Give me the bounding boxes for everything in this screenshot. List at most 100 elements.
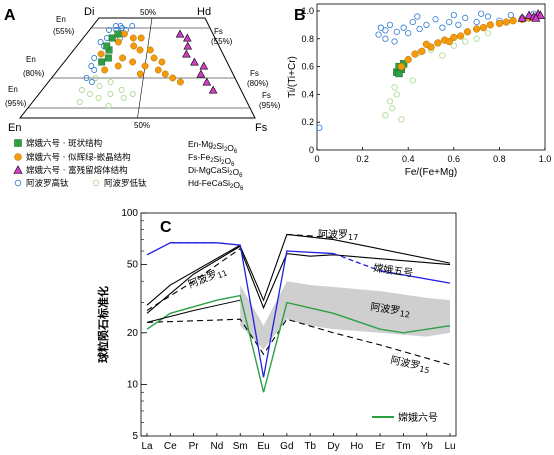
panel-c-frame bbox=[140, 212, 457, 437]
panel-b-point bbox=[423, 21, 430, 28]
ree-tick-label: Nd bbox=[211, 441, 224, 452]
ree-tick-label: Dy bbox=[327, 441, 339, 452]
panel-b-point bbox=[400, 24, 407, 31]
ree-tick-label: Sm bbox=[233, 441, 248, 452]
ternary-point bbox=[95, 95, 102, 101]
ternary-point bbox=[141, 62, 149, 70]
line-ce6 bbox=[146, 294, 451, 393]
x-tick-label: 0.2 bbox=[356, 154, 369, 164]
panel-b-axes: 00 0.2 0.2 0.4 0.4 0.6 0.6 0.8 0.8 1.0 1.0 Fe/(Fe+M… bbox=[287, 3, 552, 178]
formula-label: Di-MgCaSi2O6 bbox=[188, 165, 243, 179]
label-apollo11: 阿波罗11 bbox=[186, 264, 229, 292]
x-tick-label: 0.6 bbox=[448, 154, 461, 164]
right-label-pct-2: (95%) bbox=[259, 101, 281, 110]
ternary-point bbox=[202, 77, 212, 86]
ternary-points bbox=[76, 23, 218, 109]
y-tick-label: 0 bbox=[309, 145, 314, 155]
ternary-point bbox=[129, 23, 136, 29]
right-label-2: Fs bbox=[262, 91, 271, 100]
legend-marker bbox=[14, 139, 22, 147]
ternary-point bbox=[112, 23, 119, 29]
panel-c-axes: La Ce Pr Nd Sm Eu Gd Tb Dy Ho Er Tm Yb Lu 5 10 20 50 100 球粒… bbox=[96, 208, 457, 452]
ternary-point bbox=[169, 74, 177, 82]
y-tick-label: 0.8 bbox=[301, 34, 314, 44]
y-tick-label: 10 bbox=[127, 379, 139, 390]
ternary-point bbox=[107, 79, 114, 85]
panel-b-point bbox=[439, 24, 446, 31]
ternary-point bbox=[208, 85, 218, 94]
ree-tick-label: Tm bbox=[396, 441, 410, 452]
legend-marker bbox=[13, 165, 23, 174]
panel-b-point bbox=[409, 77, 416, 84]
line-ce5-tail bbox=[379, 270, 451, 284]
panel-b-point bbox=[393, 28, 400, 35]
ternary-point bbox=[136, 70, 144, 78]
left-label-pct-0: (55%) bbox=[53, 27, 75, 36]
panel-b-point bbox=[450, 42, 457, 49]
x-axis-title: Fe/(Fe+Mg) bbox=[405, 167, 458, 178]
line-ce5-dashed bbox=[333, 252, 381, 272]
panel-b-point bbox=[405, 30, 412, 37]
ternary-point bbox=[91, 67, 98, 73]
panel-b-point bbox=[509, 17, 517, 25]
panel-b-point bbox=[398, 116, 405, 123]
ternary-point bbox=[101, 66, 109, 74]
label-ce5: 嫦娥五号 bbox=[373, 261, 414, 279]
y-axis-title: 球粒陨石标准化 bbox=[96, 286, 110, 363]
panel-c-series-labels: 阿波罗17 嫦娥五号 阿波罗11 阿波罗12 阿波罗15 嫦娥六号 bbox=[186, 228, 438, 424]
panel-b-point bbox=[439, 52, 446, 59]
panel-b-point bbox=[479, 23, 488, 32]
ternary-point bbox=[92, 75, 99, 81]
panel-b-point bbox=[531, 13, 541, 22]
right-label-0: Fs bbox=[214, 27, 223, 36]
panel-b-point bbox=[486, 21, 494, 29]
ternary-point bbox=[91, 55, 98, 61]
ternary-point bbox=[130, 42, 138, 50]
panel-b-point bbox=[411, 50, 419, 58]
ternary-point bbox=[97, 50, 105, 58]
panel-b-point bbox=[382, 35, 389, 42]
panel-b-point bbox=[404, 55, 412, 64]
ternary-point bbox=[88, 63, 95, 69]
panel-b-point bbox=[473, 35, 480, 42]
line-apollo12 bbox=[146, 299, 241, 323]
left-label-1: En bbox=[26, 55, 36, 64]
quad-outline bbox=[18, 17, 256, 119]
panel-b-point bbox=[386, 21, 394, 28]
panel-b-point bbox=[382, 27, 389, 34]
y-tick-label: 1.0 bbox=[301, 6, 314, 16]
label-apollo17: 阿波罗17 bbox=[318, 228, 358, 242]
label-apollo15: 阿波罗15 bbox=[389, 353, 431, 375]
right-label-pct-1: (80%) bbox=[247, 79, 269, 88]
panel-b-point bbox=[409, 18, 416, 26]
panel-b-point bbox=[507, 12, 514, 19]
panel-b-point bbox=[434, 39, 442, 47]
panel-b-point bbox=[393, 91, 400, 98]
ternary-point bbox=[129, 58, 137, 66]
legend-marker bbox=[14, 179, 22, 187]
vertex-di: Di bbox=[84, 6, 94, 18]
y-axis-title: Ti/(Ti+Cr) bbox=[287, 56, 298, 98]
line-apollo11-solid bbox=[239, 248, 451, 310]
legend-marker bbox=[92, 179, 100, 187]
x-tick-label: 1.0 bbox=[539, 154, 552, 164]
ternary-point bbox=[97, 39, 104, 45]
panel-c-label: C bbox=[160, 219, 172, 236]
ternary-point bbox=[119, 54, 127, 62]
ree-tick-label: Yb bbox=[421, 441, 434, 452]
ternary-point bbox=[107, 91, 114, 97]
panel-c-lines bbox=[146, 233, 451, 393]
ternary-point bbox=[154, 66, 162, 74]
line-apollo15 bbox=[146, 318, 451, 366]
line-apollo11-dashed bbox=[146, 248, 241, 311]
ree-tick-label: Tb bbox=[304, 441, 316, 452]
ternary-point bbox=[183, 41, 193, 50]
panel-c: La Ce Pr Nd Sm Eu Gd Tb Dy Ho Er Tm Yb Lu 5 10 20 50 100 球粒… bbox=[96, 208, 457, 452]
ternary-point bbox=[87, 91, 93, 97]
ternary-point bbox=[114, 30, 122, 38]
panel-b-point bbox=[517, 13, 527, 22]
panel-b: B 00 0.2 0.2 0.4 0.4 0.6 0.6 0.8 0.8 1.0 1.0 Fe/(Fe… bbox=[287, 3, 552, 178]
